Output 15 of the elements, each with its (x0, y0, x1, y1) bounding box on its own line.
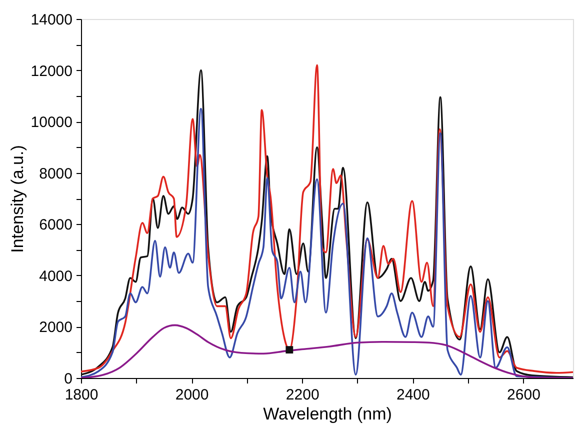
x-tick-label: 2400 (396, 386, 430, 404)
y-tick-label: 14000 (30, 12, 72, 28)
y-tick-label: 10000 (30, 114, 72, 132)
x-tick-label: 2200 (286, 386, 320, 404)
y-tick-label: 0 (64, 370, 72, 388)
y-tick-label: 8000 (39, 165, 72, 182)
x-axis-title: Wavelength (nm) (263, 404, 392, 424)
y-tick-label: 12000 (30, 62, 72, 80)
y-tick-label: 6000 (39, 216, 72, 234)
y-tick-label: 4000 (39, 268, 72, 285)
x-tick-label: 1800 (64, 386, 98, 404)
y-tick-label: 2000 (39, 319, 72, 336)
x-tick-label: 2600 (507, 386, 540, 404)
y-axis-title: Intensity (a.u.) (8, 145, 27, 253)
x-tick-label: 2000 (175, 386, 209, 404)
